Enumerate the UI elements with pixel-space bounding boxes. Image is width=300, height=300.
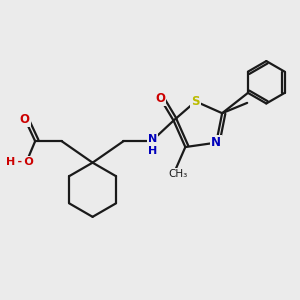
Text: H - O: H - O	[6, 157, 33, 167]
Text: N: N	[211, 136, 221, 149]
Text: O: O	[155, 92, 165, 105]
Text: N
H: N H	[148, 134, 158, 155]
Text: CH₃: CH₃	[168, 169, 188, 178]
Text: O: O	[20, 112, 30, 126]
Text: S: S	[191, 95, 200, 108]
